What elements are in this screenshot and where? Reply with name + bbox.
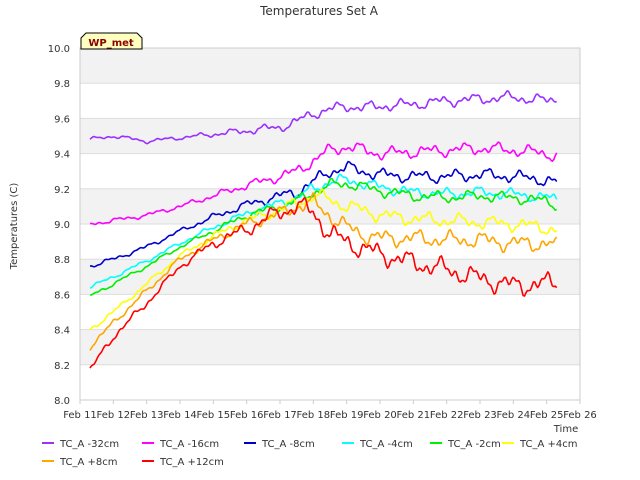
background-band bbox=[80, 329, 580, 365]
series-line bbox=[89, 177, 557, 296]
y-tick-label: 8.6 bbox=[54, 290, 70, 301]
y-tick-label: 8.8 bbox=[54, 255, 70, 266]
x-tick-label: Feb 16 bbox=[230, 410, 264, 421]
legend-item: TC_A +8cm bbox=[42, 457, 118, 468]
site-badge-text: WP_met bbox=[88, 38, 134, 49]
y-tick-label: 9.0 bbox=[54, 220, 70, 231]
series-line bbox=[89, 188, 558, 331]
site-badge-box bbox=[80, 32, 143, 50]
x-tick-label: Feb 14 bbox=[163, 410, 197, 421]
x-axis-ticks: Feb 11 Feb 12 Feb 13 Feb 14 Feb 15 Feb 16 Feb … bbox=[63, 400, 597, 421]
site-badge: WP_met bbox=[80, 32, 143, 50]
x-tick-label: Feb 22 bbox=[430, 410, 464, 421]
legend-item: TC_A -8cm bbox=[244, 439, 315, 450]
x-tick-label: Feb 15 bbox=[197, 410, 231, 421]
x-tick-label: Feb 24 bbox=[497, 410, 531, 421]
y-tick-label: 9.4 bbox=[54, 150, 70, 161]
chart-title: Temperatures Set A bbox=[259, 4, 379, 18]
x-tick-label: Feb 18 bbox=[297, 410, 331, 421]
legend-item: TC_A +12cm bbox=[142, 457, 224, 468]
series-line bbox=[89, 173, 558, 289]
y-tick-label: 8.2 bbox=[54, 361, 70, 372]
x-axis-label: Time bbox=[553, 424, 578, 435]
series-line bbox=[89, 192, 558, 351]
x-tick-label: Feb 13 bbox=[130, 410, 164, 421]
y-axis-label: Temperatures (C) bbox=[9, 183, 20, 271]
series-line bbox=[89, 90, 557, 145]
y-tick-label: 8.0 bbox=[54, 396, 70, 407]
y-tick-label: 8.4 bbox=[54, 326, 70, 337]
x-tick-label: Feb 11 bbox=[63, 410, 97, 421]
x-tick-label: Feb 21 bbox=[397, 410, 431, 421]
legend-label: TC_A -32cm bbox=[59, 439, 119, 450]
series-line bbox=[89, 141, 558, 226]
y-tick-label: 9.6 bbox=[54, 114, 70, 125]
legend-label: TC_A -16cm bbox=[159, 439, 219, 450]
x-tick-label: Feb 12 bbox=[97, 410, 131, 421]
plot-frame bbox=[79, 47, 581, 401]
legend-label: TC_A -4cm bbox=[359, 439, 413, 450]
x-tick-label: Feb 17 bbox=[263, 410, 297, 421]
legend-item: TC_A -32cm bbox=[42, 439, 119, 450]
background-band bbox=[80, 118, 580, 154]
x-tick-label: Feb 23 bbox=[463, 410, 497, 421]
legend-label: TC_A -2cm bbox=[447, 439, 501, 450]
background-bands bbox=[80, 48, 580, 365]
x-tick-label: Feb 25 bbox=[530, 410, 564, 421]
legend: TC_A -32cm TC_A -16cm TC_A -8cm TC_A -4cm TC… bbox=[42, 439, 578, 468]
legend-item: TC_A +4cm bbox=[502, 439, 578, 450]
y-tick-label: 9.2 bbox=[54, 185, 70, 196]
legend-label: TC_A +8cm bbox=[59, 457, 118, 468]
legend-item: TC_A -2cm bbox=[430, 439, 501, 450]
y-axis-ticks: 8.0 8.2 8.4 8.6 8.8 9.0 9.2 9.4 9.6 9.8 10.0 bbox=[48, 44, 70, 407]
legend-label: TC_A -8cm bbox=[261, 439, 315, 450]
x-tick-label: Feb 20 bbox=[363, 410, 397, 421]
legend-item: TC_A -4cm bbox=[342, 439, 413, 450]
legend-label: TC_A +12cm bbox=[159, 457, 224, 468]
series-line bbox=[89, 160, 558, 268]
x-tick-label: Feb 19 bbox=[330, 410, 364, 421]
legend-item: TC_A -16cm bbox=[142, 439, 219, 450]
background-band bbox=[80, 48, 580, 84]
legend-label: TC_A +4cm bbox=[519, 439, 578, 450]
y-tick-label: 9.8 bbox=[54, 79, 70, 90]
series-lines bbox=[89, 90, 558, 369]
x-tick-label: Feb 26 bbox=[563, 410, 597, 421]
series-line bbox=[89, 197, 558, 369]
y-tick-label: 10.0 bbox=[48, 44, 70, 55]
